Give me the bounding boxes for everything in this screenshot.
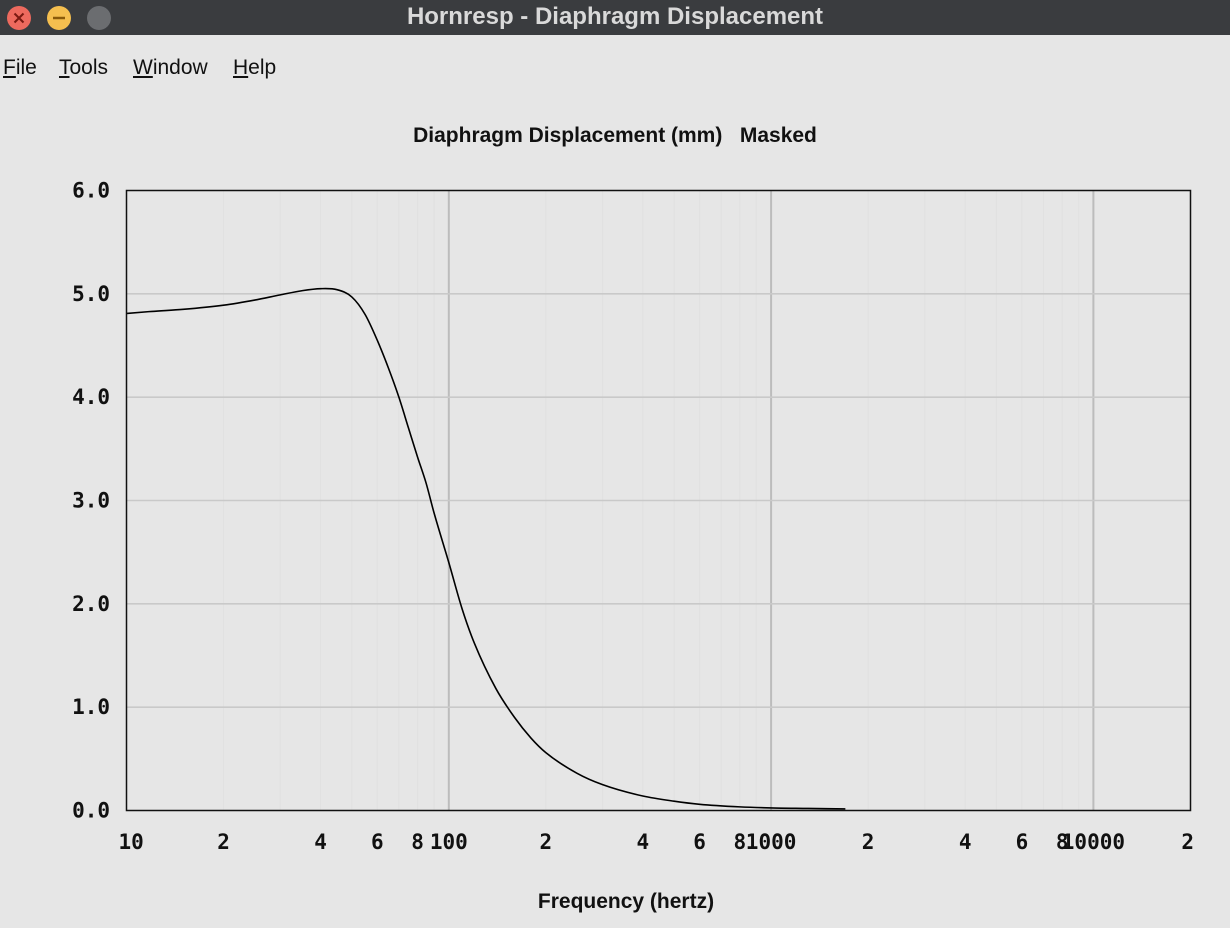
y-tick-label: 0.0	[72, 799, 110, 823]
menu-file-rest: ile	[15, 56, 37, 79]
x-tick-label: 6	[371, 830, 384, 854]
menu-window-accel: W	[133, 56, 153, 79]
displacement-curve	[126, 287, 846, 810]
x-tick-label: 4	[959, 830, 972, 854]
chart-title: Diaphragm Displacement (mm) Masked	[413, 124, 817, 147]
menu-window[interactable]: Window	[133, 56, 208, 80]
x-tick-label: 8	[1056, 830, 1069, 854]
x-tick-label: 6	[693, 830, 706, 854]
x-tick-label: 2	[539, 830, 552, 854]
minimize-icon	[53, 16, 65, 20]
menu-tools-rest: ools	[69, 56, 109, 79]
menu-tools[interactable]: Tools	[59, 56, 108, 80]
menu-window-rest: indow	[152, 56, 208, 79]
menu-tools-accel: T	[59, 56, 70, 79]
x-tick-label: 2	[217, 830, 230, 854]
menu-help-accel: H	[233, 56, 249, 79]
y-tick-label: 1.0	[72, 695, 110, 719]
menu-help-rest: elp	[248, 56, 277, 79]
x-tick-label: 10000	[1062, 830, 1125, 854]
window-titlebar: Hornresp - Diaphragm Displacement	[0, 0, 1230, 35]
x-tick-label: 1000	[746, 830, 797, 854]
x-tick-label: 8	[411, 830, 424, 854]
y-tick-label: 6.0	[72, 179, 110, 203]
menu-file[interactable]: File	[3, 56, 37, 80]
x-tick-label: 4	[637, 830, 650, 854]
y-tick-label: 2.0	[72, 592, 110, 616]
y-tick-label: 4.0	[72, 385, 110, 409]
menu-help[interactable]: Help	[233, 56, 276, 80]
x-tick-label: 8	[734, 830, 747, 854]
minimize-window-button[interactable]	[47, 6, 71, 30]
x-axis-label: Frequency (hertz)	[537, 890, 715, 913]
close-window-button[interactable]	[7, 6, 31, 30]
y-tick-label: 3.0	[72, 489, 110, 513]
y-tick-label: 5.0	[72, 282, 110, 306]
x-tick-label: 6	[1016, 830, 1029, 854]
window-title: Hornresp - Diaphragm Displacement	[406, 3, 824, 30]
menu-bar: File Tools Window Help	[0, 47, 1230, 87]
close-icon	[13, 12, 25, 24]
x-tick-label: 100	[430, 830, 468, 854]
x-tick-label: 4	[314, 830, 327, 854]
x-tick-label: 10	[119, 830, 144, 854]
menu-file-accel: F	[3, 56, 16, 79]
x-tick-label: 2	[1181, 830, 1194, 854]
x-tick-label: 2	[862, 830, 875, 854]
maximize-window-button[interactable]	[87, 6, 111, 30]
plot-frame	[125, 189, 1192, 812]
